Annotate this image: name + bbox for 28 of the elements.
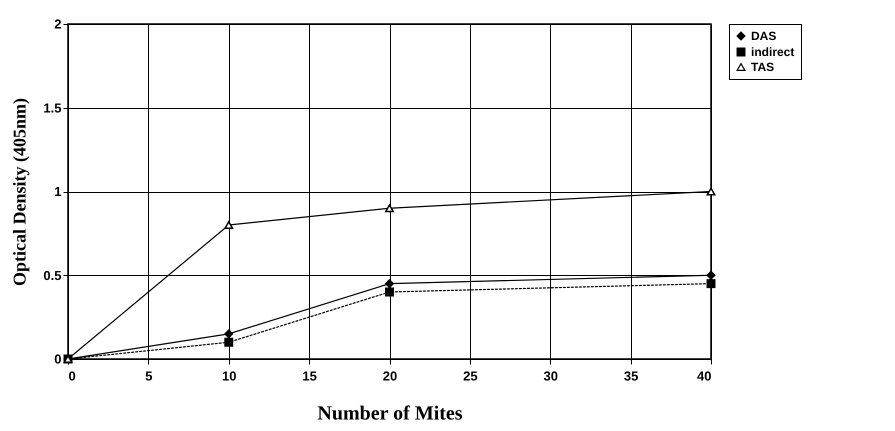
point bbox=[706, 279, 716, 288]
x-tick-label: 5 bbox=[145, 368, 152, 384]
point bbox=[224, 338, 234, 347]
point bbox=[224, 329, 234, 338]
x-tick-label: 25 bbox=[463, 368, 478, 384]
y-tick-label: 1.5 bbox=[43, 100, 62, 116]
x-tick-label: 40 bbox=[697, 368, 712, 384]
x-tick-label: 35 bbox=[624, 368, 638, 384]
point bbox=[706, 188, 716, 196]
x-tick-label: 10 bbox=[222, 368, 236, 384]
y-tick-label: 0.5 bbox=[43, 268, 62, 283]
point bbox=[385, 279, 394, 288]
point bbox=[224, 221, 234, 229]
point bbox=[706, 270, 716, 280]
x-tick-label: 20 bbox=[382, 368, 398, 384]
legend-label: TAS bbox=[751, 60, 774, 74]
x-axis-title: Number of Mites bbox=[317, 402, 463, 424]
x-tick-label: 15 bbox=[302, 368, 317, 384]
point bbox=[385, 288, 394, 296]
legend-label: indirect bbox=[751, 45, 794, 59]
y-axis-title: Optical Density (405nm) bbox=[9, 98, 30, 286]
point bbox=[385, 204, 394, 212]
x-tick-label: 0 bbox=[68, 368, 76, 384]
legend-label: DAS bbox=[751, 29, 776, 43]
y-tick-label: 1 bbox=[54, 184, 62, 199]
x-tick-label: 30 bbox=[544, 368, 558, 384]
y-tick-label: 0 bbox=[54, 352, 62, 366]
y-tick-label: 2 bbox=[54, 16, 62, 32]
